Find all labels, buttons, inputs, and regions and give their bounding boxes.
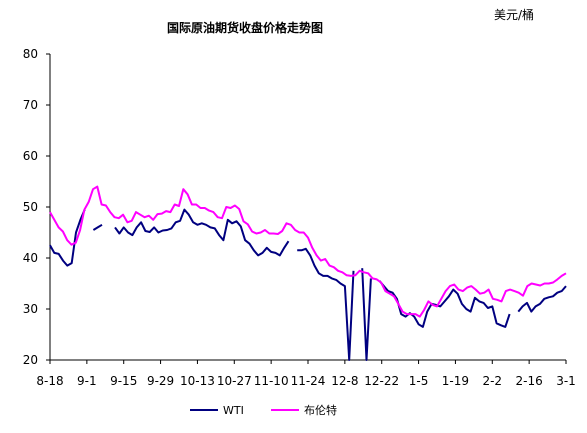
- x-tick-label: 10-13: [180, 374, 215, 388]
- x-tick-label: 1-5: [409, 374, 429, 388]
- x-tick-label: 2-2: [482, 374, 502, 388]
- legend: WTI 布伦特: [190, 403, 337, 417]
- x-tick-label: 10-27: [217, 374, 252, 388]
- y-tick-label: 70: [23, 98, 38, 112]
- y-tick-label: 60: [23, 149, 38, 163]
- x-tick-label: 11-10: [254, 374, 289, 388]
- x-tick-label: 9-29: [147, 374, 174, 388]
- chart-title: 国际原油期货收盘价格走势图: [167, 20, 323, 35]
- y-tick-label: 40: [23, 251, 38, 265]
- legend-label-brent: 布伦特: [304, 403, 337, 417]
- y-tick-label: 30: [23, 302, 38, 316]
- x-axis-ticks: 8-18 9-1 9-15 9-29 10-13 10-27 11-10 11-24 12-8 1…: [36, 360, 576, 388]
- series-line-brent: [49, 185, 567, 318]
- x-tick-label: 11-24: [291, 374, 326, 388]
- x-tick-label: 1-19: [442, 374, 469, 388]
- x-tick-label: 3-1: [556, 374, 576, 388]
- unit-label: 美元/桶: [494, 7, 534, 22]
- y-tick-label: 80: [23, 47, 38, 61]
- y-axis-ticks: 20 30 40 50 60 70 80: [23, 47, 50, 367]
- series-layer: [49, 185, 567, 361]
- x-tick-label: 12-22: [364, 374, 399, 388]
- x-tick-label: 12-8: [331, 374, 358, 388]
- series-line-wti: [49, 208, 567, 361]
- x-tick-label: 9-15: [110, 374, 137, 388]
- legend-label-wti: WTI: [223, 404, 244, 417]
- y-tick-label: 20: [23, 353, 38, 367]
- x-tick-label: 2-16: [516, 374, 543, 388]
- x-tick-label: 9-1: [77, 374, 97, 388]
- x-tick-label: 8-18: [36, 374, 63, 388]
- y-tick-label: 50: [23, 200, 38, 214]
